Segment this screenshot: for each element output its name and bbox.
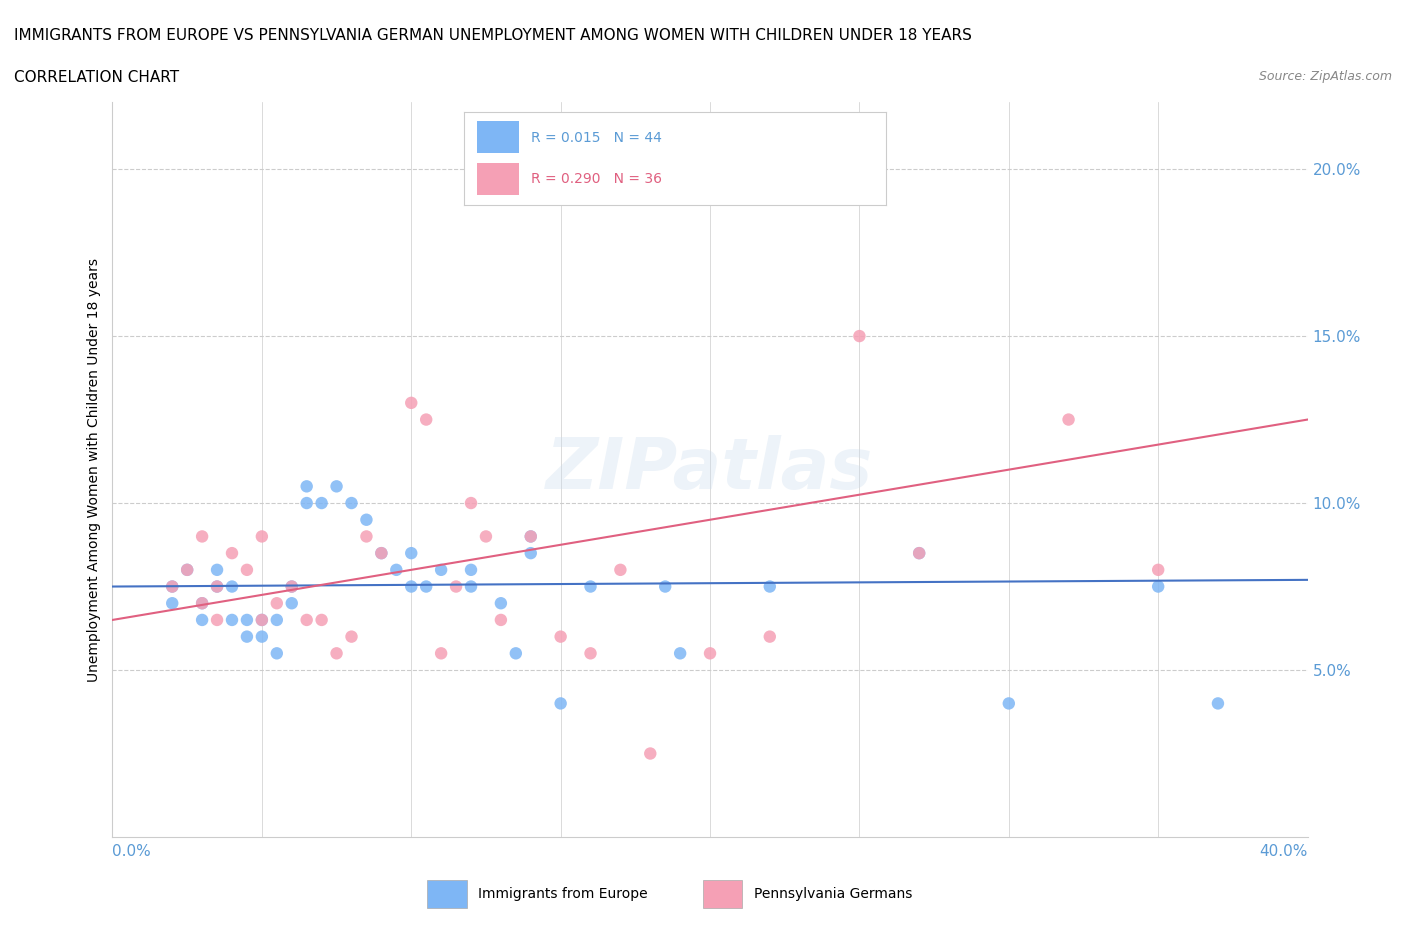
Point — [460, 496, 482, 511]
Point — [236, 563, 259, 578]
Point — [281, 596, 304, 611]
Point — [250, 529, 273, 544]
FancyBboxPatch shape — [477, 163, 519, 195]
Point — [385, 563, 408, 578]
Point — [401, 546, 423, 561]
Point — [401, 579, 423, 594]
Point — [325, 479, 347, 494]
Point — [489, 596, 512, 611]
Point — [325, 645, 347, 660]
Text: ZIPatlas: ZIPatlas — [547, 435, 873, 504]
Point — [205, 579, 228, 594]
Y-axis label: Unemployment Among Women with Children Under 18 years: Unemployment Among Women with Children U… — [87, 258, 101, 682]
Text: R = 0.015   N = 44: R = 0.015 N = 44 — [531, 130, 662, 145]
Point — [250, 613, 273, 628]
Point — [221, 546, 243, 561]
Point — [176, 563, 198, 578]
Point — [505, 645, 527, 660]
Point — [489, 613, 512, 628]
Point — [250, 613, 273, 628]
Point — [654, 579, 676, 594]
Point — [236, 613, 259, 628]
Point — [669, 645, 692, 660]
Point — [311, 496, 333, 511]
Point — [266, 613, 288, 628]
Point — [908, 546, 931, 561]
Point — [520, 546, 543, 561]
Point — [638, 746, 662, 761]
Point — [250, 630, 273, 644]
Point — [401, 395, 423, 410]
Point — [221, 579, 243, 594]
Point — [550, 696, 572, 711]
Point — [162, 596, 183, 611]
Point — [191, 596, 214, 611]
Point — [340, 496, 363, 511]
Point — [340, 630, 363, 644]
Point — [579, 579, 602, 594]
FancyBboxPatch shape — [477, 121, 519, 153]
Point — [205, 563, 228, 578]
Point — [520, 529, 543, 544]
Point — [550, 630, 572, 644]
Point — [205, 579, 228, 594]
Point — [191, 613, 214, 628]
Text: Immigrants from Europe: Immigrants from Europe — [478, 887, 648, 901]
Point — [295, 479, 318, 494]
FancyBboxPatch shape — [703, 880, 742, 908]
Point — [370, 546, 392, 561]
Point — [176, 563, 198, 578]
Point — [460, 579, 482, 594]
Point — [191, 529, 214, 544]
Point — [356, 512, 378, 527]
Point — [415, 579, 437, 594]
Point — [520, 529, 543, 544]
Point — [295, 613, 318, 628]
Text: 0.0%: 0.0% — [112, 844, 152, 859]
Point — [699, 645, 721, 660]
Text: CORRELATION CHART: CORRELATION CHART — [14, 70, 179, 85]
Text: IMMIGRANTS FROM EUROPE VS PENNSYLVANIA GERMAN UNEMPLOYMENT AMONG WOMEN WITH CHIL: IMMIGRANTS FROM EUROPE VS PENNSYLVANIA G… — [14, 28, 972, 43]
Point — [475, 529, 498, 544]
Point — [295, 496, 318, 511]
Point — [266, 645, 288, 660]
Point — [759, 630, 782, 644]
Point — [1147, 579, 1170, 594]
FancyBboxPatch shape — [427, 880, 467, 908]
Point — [460, 563, 482, 578]
Point — [444, 579, 467, 594]
Text: Source: ZipAtlas.com: Source: ZipAtlas.com — [1258, 70, 1392, 83]
Point — [236, 630, 259, 644]
Point — [370, 546, 392, 561]
Point — [430, 645, 453, 660]
Point — [430, 563, 453, 578]
Text: R = 0.290   N = 36: R = 0.290 N = 36 — [531, 171, 662, 186]
Text: Pennsylvania Germans: Pennsylvania Germans — [754, 887, 912, 901]
Point — [1147, 563, 1170, 578]
Point — [415, 412, 437, 427]
Point — [1057, 412, 1080, 427]
Point — [356, 529, 378, 544]
Point — [281, 579, 304, 594]
Point — [162, 579, 183, 594]
Point — [205, 613, 228, 628]
Point — [162, 579, 183, 594]
Point — [759, 579, 782, 594]
Point — [221, 613, 243, 628]
Point — [191, 596, 214, 611]
Point — [579, 645, 602, 660]
Point — [311, 613, 333, 628]
Point — [281, 579, 304, 594]
Point — [848, 328, 870, 343]
Text: 40.0%: 40.0% — [1260, 844, 1308, 859]
Point — [266, 596, 288, 611]
Point — [1206, 696, 1229, 711]
Point — [908, 546, 931, 561]
Point — [998, 696, 1021, 711]
Point — [609, 563, 631, 578]
